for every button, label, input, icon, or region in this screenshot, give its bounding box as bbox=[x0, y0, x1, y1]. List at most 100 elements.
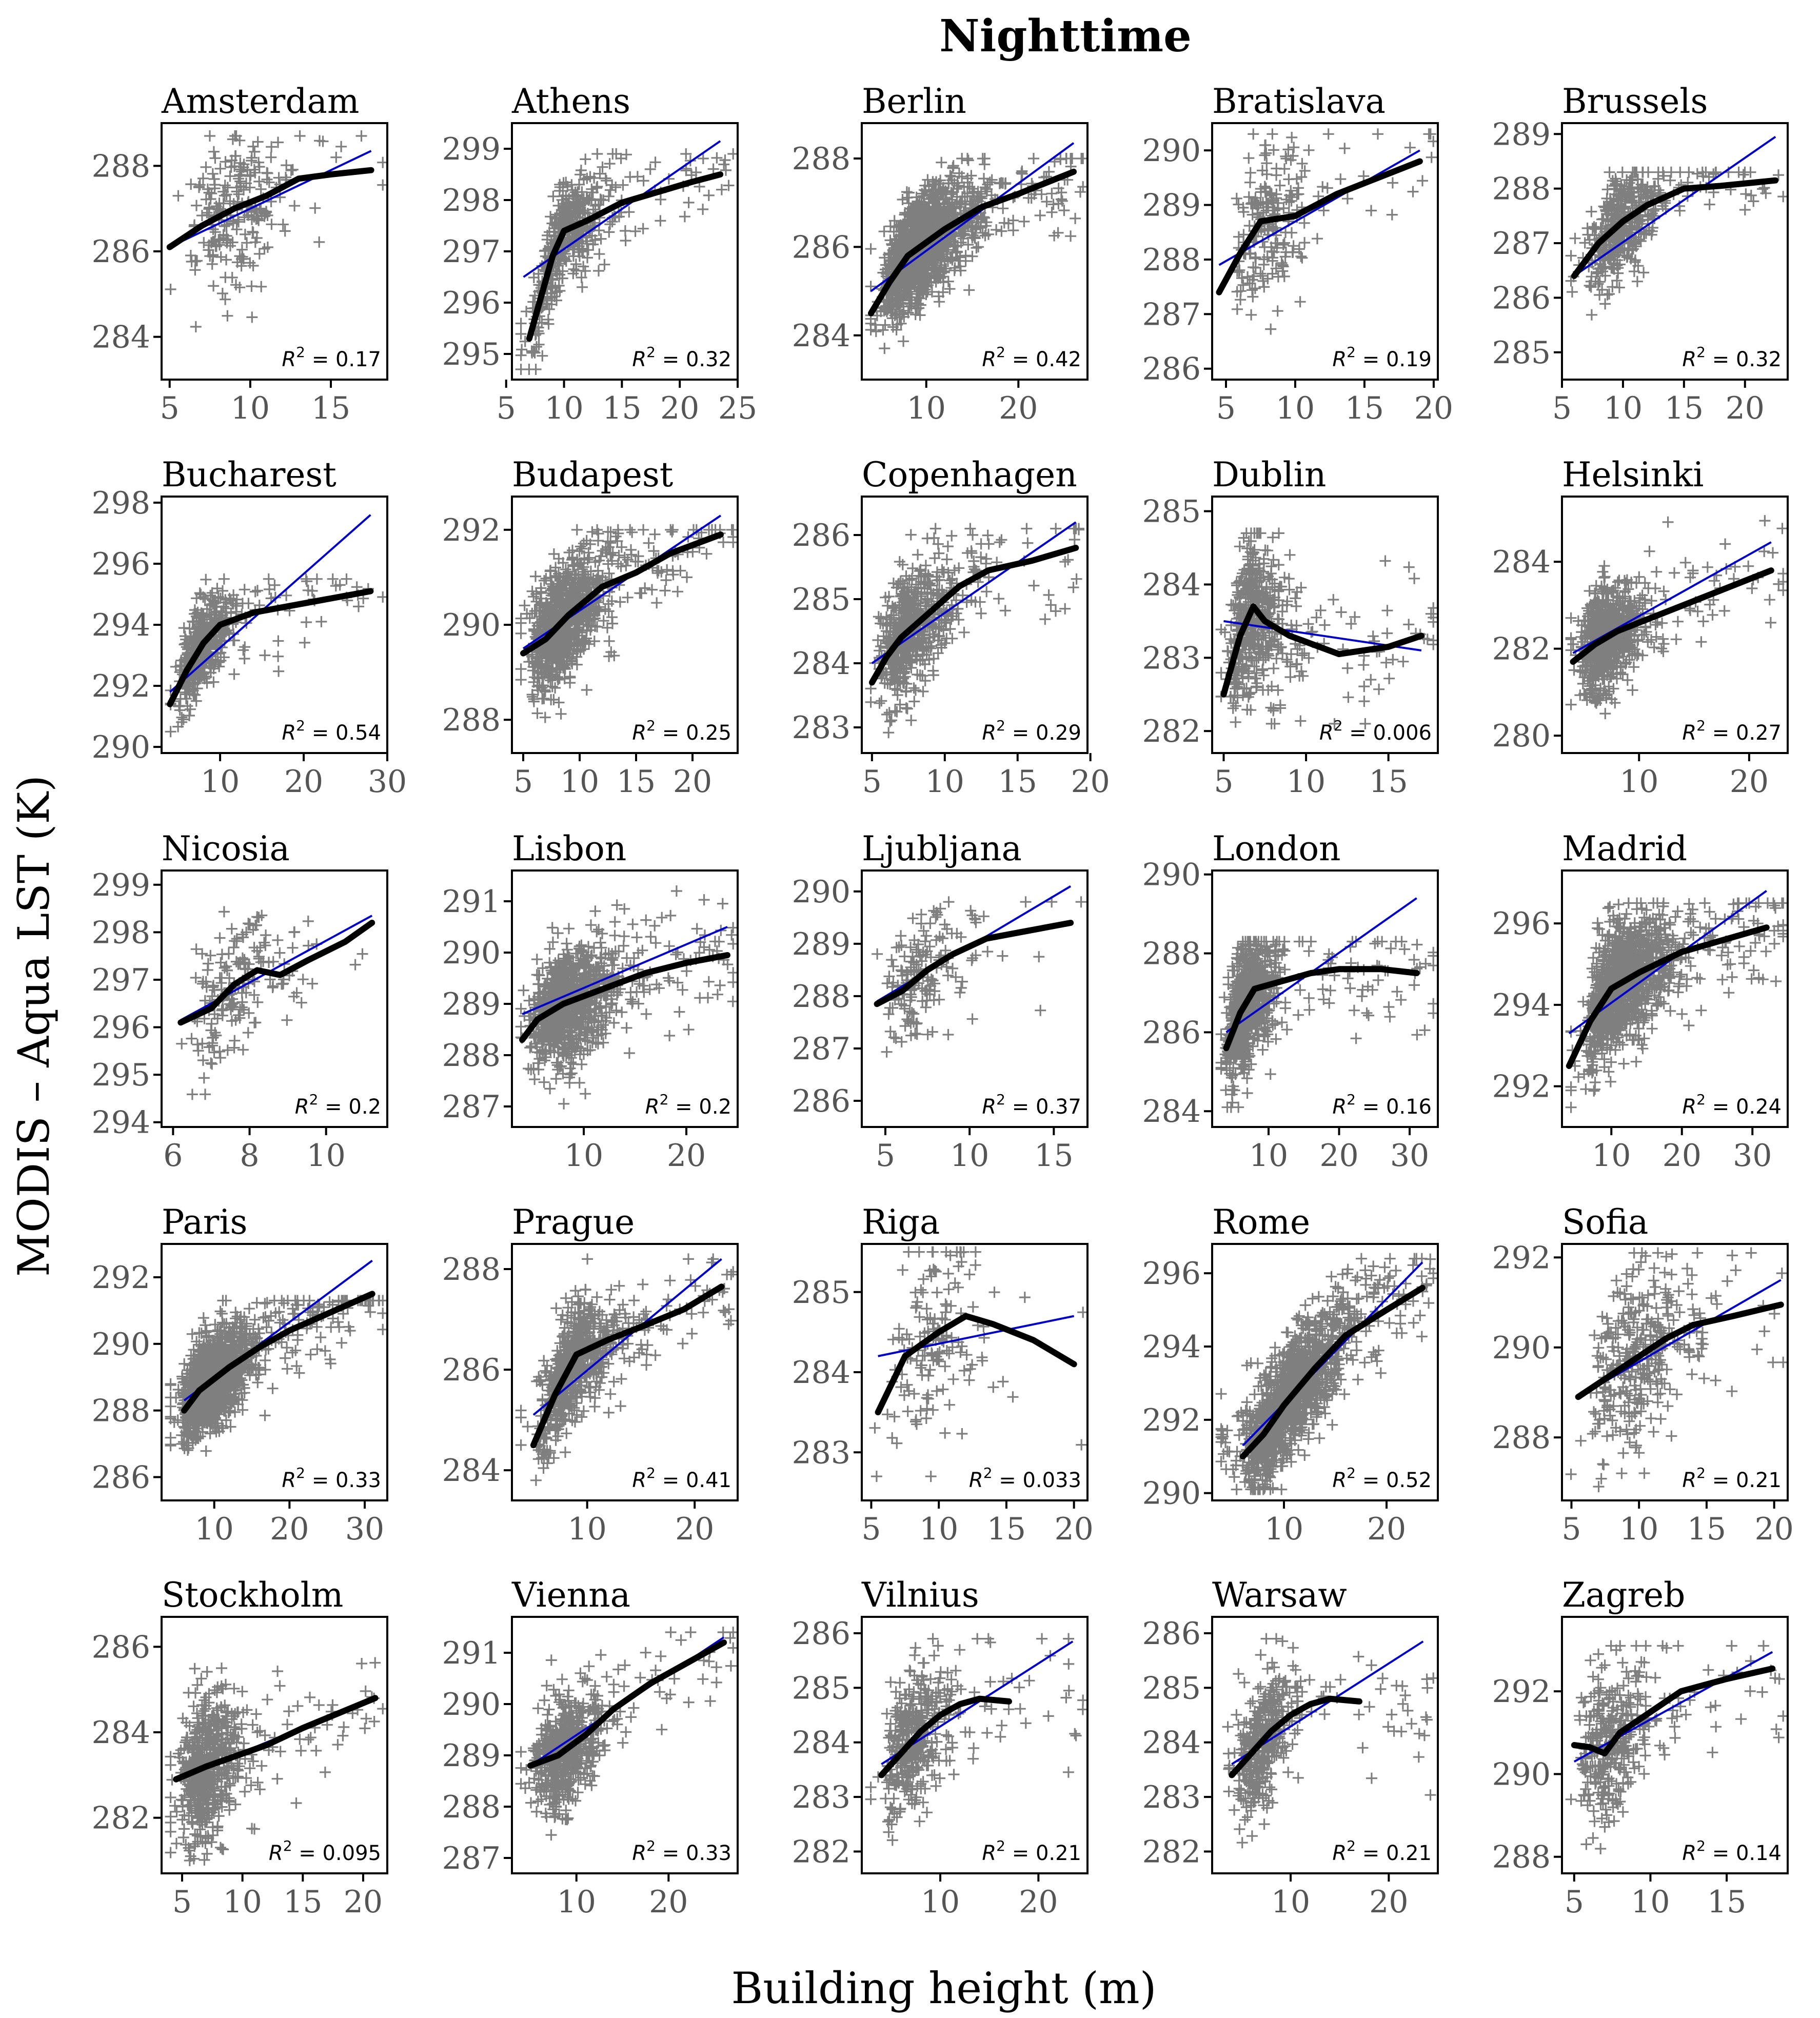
x-tick-label: 15 bbox=[602, 390, 641, 426]
y-tick-label: 289 bbox=[442, 1738, 501, 1774]
panel-frame bbox=[861, 869, 1089, 1128]
r-squared-label: R2 = 0.006 bbox=[1319, 717, 1432, 745]
loess-curve bbox=[173, 1695, 379, 1783]
x-tick-label: 20 bbox=[1367, 1511, 1406, 1547]
x-tick-label: 20 bbox=[1754, 1511, 1793, 1547]
y-tick-label: 294 bbox=[1492, 987, 1551, 1023]
panel-frame bbox=[1561, 496, 1789, 754]
scatter-points bbox=[515, 1253, 738, 1486]
panel-title: Lisbon bbox=[512, 829, 626, 868]
panel-title: Vilnius bbox=[861, 1575, 979, 1615]
y-tick-label: 288 bbox=[1492, 1839, 1551, 1875]
y-tick-label: 280 bbox=[1492, 718, 1551, 754]
panel-frame bbox=[511, 1616, 739, 1874]
panel-title: Paris bbox=[162, 1202, 247, 1242]
panel-title: London bbox=[1212, 829, 1341, 868]
y-tick-label: 294 bbox=[91, 607, 150, 643]
panel-brussels: Brussels 5 10 15 20 285 286 287 288 289 R2 = 0.32 bbox=[1492, 82, 1789, 426]
y-tick-label: 290 bbox=[442, 607, 501, 643]
scatter-points bbox=[1565, 515, 1788, 720]
panel-helsinki: Helsinki 10 20 280 282 284 R2 = 0.27 bbox=[1492, 455, 1789, 800]
y-tick-label: 290 bbox=[1142, 857, 1201, 893]
r-squared-value: 0.033 bbox=[1022, 1469, 1081, 1492]
x-tick-label: 20 bbox=[1414, 390, 1453, 426]
panel-frame bbox=[161, 1243, 388, 1501]
y-tick-label: 287 bbox=[792, 1031, 850, 1067]
x-tick-label: 30 bbox=[1733, 1138, 1772, 1174]
y-tick-label: 287 bbox=[442, 1841, 501, 1876]
y-tick-label: 285 bbox=[792, 582, 850, 618]
y-tick-label: 288 bbox=[442, 1252, 501, 1288]
x-tick-label: 10 bbox=[567, 1511, 606, 1547]
x-tick-label: 15 bbox=[311, 390, 350, 426]
loess-curve bbox=[520, 531, 724, 657]
y-tick-label: 291 bbox=[442, 1635, 501, 1671]
x-tick-label: 20 bbox=[1319, 1138, 1358, 1174]
panel-title: Rome bbox=[1212, 1202, 1310, 1242]
scatter-points bbox=[1231, 128, 1438, 335]
scatter-points bbox=[515, 1627, 738, 1841]
y-tick-label: 297 bbox=[91, 962, 150, 998]
y-tick-label: 292 bbox=[91, 668, 150, 704]
y-tick-label: 292 bbox=[1142, 1402, 1201, 1438]
y-tick-label: 283 bbox=[1142, 1779, 1201, 1815]
y-tick-label: 284 bbox=[792, 1355, 850, 1391]
y-tick-label: 290 bbox=[442, 1687, 501, 1723]
linear-fit-line bbox=[180, 915, 373, 1021]
r-squared-value: 0.006 bbox=[1373, 721, 1432, 745]
x-tick-label: 8 bbox=[240, 1138, 259, 1174]
r-squared-value: 0.17 bbox=[335, 348, 381, 371]
loess-curve bbox=[1240, 1284, 1426, 1460]
r-squared-label: R2 = 0.095 bbox=[269, 1837, 381, 1865]
linear-fit-line bbox=[1242, 1261, 1423, 1447]
x-tick-label: 15 bbox=[998, 764, 1037, 800]
x-tick-label: 20 bbox=[675, 1511, 714, 1547]
r-squared-label: R2 = 0.37 bbox=[982, 1091, 1081, 1119]
scatter-points bbox=[865, 1633, 1087, 1846]
x-tick-label: 30 bbox=[368, 764, 407, 800]
r-squared-label: R2 = 0.17 bbox=[282, 344, 381, 371]
y-tick-label: 288 bbox=[91, 148, 150, 184]
panel-bucharest: Bucharest 10 20 30 290 292 294 296 298 R2 = 0.54 bbox=[91, 455, 407, 800]
panel-amsterdam: Amsterdam 5 10 15 284 286 288 R2 = 0.17 bbox=[91, 82, 388, 426]
linear-fit-line bbox=[532, 1258, 722, 1416]
plot-area bbox=[165, 130, 387, 332]
y-tick-label: 288 bbox=[1492, 1420, 1551, 1456]
x-tick-label: 20 bbox=[1054, 1511, 1093, 1547]
y-tick-label: 287 bbox=[442, 1089, 501, 1125]
y-tick-label: 283 bbox=[1142, 640, 1201, 676]
r-squared-value: 0.2 bbox=[348, 1095, 381, 1119]
y-tick-label: 294 bbox=[1142, 1329, 1201, 1365]
y-tick-label: 286 bbox=[1142, 351, 1201, 387]
plot-area bbox=[869, 1246, 1087, 1482]
x-tick-label: 20 bbox=[660, 390, 699, 426]
plot-area bbox=[865, 142, 1087, 354]
loess-curve bbox=[875, 1313, 1077, 1416]
x-tick-label: 10 bbox=[1264, 1511, 1303, 1547]
plot-area bbox=[865, 1633, 1087, 1846]
y-tick-label: 284 bbox=[1492, 544, 1551, 580]
panel-dublin: Dublin 5 10 15 282 283 284 285 R2 = 0.006 bbox=[1142, 455, 1439, 800]
loess-curve bbox=[1570, 567, 1774, 665]
panel-warsaw: Warsaw 10 20 282 283 284 285 286 R2 = 0.21 bbox=[1142, 1575, 1439, 1920]
r-squared-label: R2 = 0.21 bbox=[1682, 1465, 1782, 1492]
y-tick-label: 299 bbox=[442, 131, 501, 167]
x-tick-label: 10 bbox=[919, 1511, 958, 1547]
r-squared-label: R2 = 0.33 bbox=[632, 1837, 731, 1865]
panel-title: Vienna bbox=[511, 1575, 630, 1615]
panel-prague: Prague 10 20 284 286 288 R2 = 0.41 bbox=[442, 1202, 739, 1547]
x-tick-label: 5 bbox=[862, 764, 882, 800]
r-squared-value: 0.16 bbox=[1386, 1095, 1432, 1119]
panel-frame bbox=[1561, 1616, 1789, 1874]
y-tick-label: 296 bbox=[91, 1010, 150, 1046]
r-squared-label: R2 = 0.2 bbox=[295, 1091, 381, 1119]
r-squared-value: 0.41 bbox=[686, 1469, 731, 1492]
y-tick-label: 283 bbox=[792, 1779, 850, 1815]
r-squared-value: 0.29 bbox=[1036, 721, 1081, 745]
panel-frame bbox=[1211, 1243, 1439, 1501]
y-tick-label: 284 bbox=[792, 1725, 850, 1761]
x-tick-label: 5 bbox=[1565, 1884, 1584, 1920]
y-tick-label: 282 bbox=[1142, 714, 1201, 749]
y-tick-label: 292 bbox=[1492, 1240, 1551, 1276]
linear-fit-line bbox=[1225, 897, 1417, 1034]
